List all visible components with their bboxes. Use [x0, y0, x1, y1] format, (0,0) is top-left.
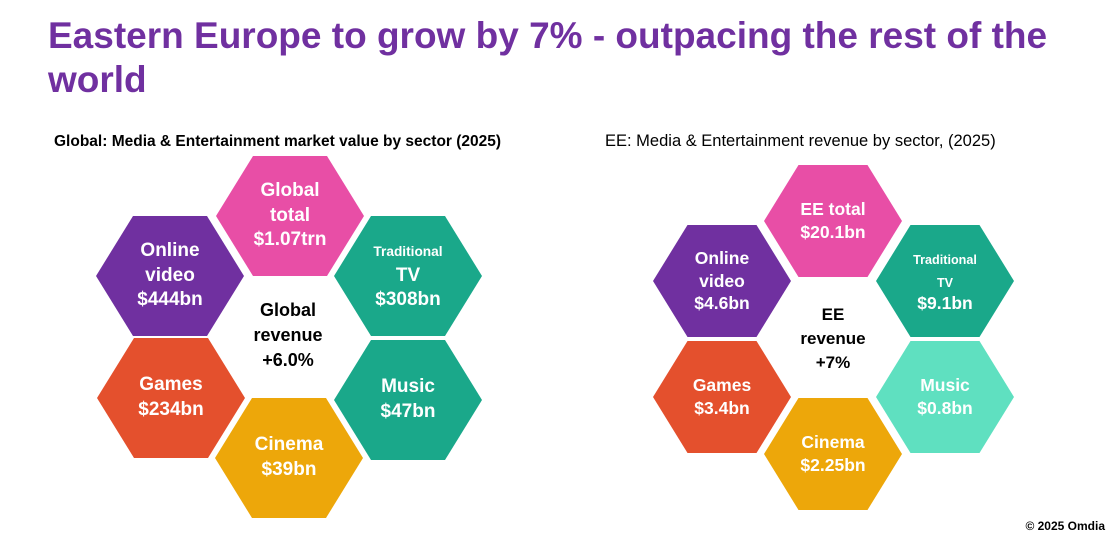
global-online-video-hex: Online video $444bn: [96, 216, 244, 336]
global-traditional-tv-label-2: TV: [395, 264, 421, 286]
ee-traditional-tv-value: $9.1bn: [917, 293, 973, 314]
global-games-label: Games: [139, 374, 203, 396]
ee-music-value: $0.8bn: [917, 398, 973, 418]
global-center-line-1: Global: [259, 300, 316, 320]
ee-traditional-tv-hex: Traditional TV $9.1bn: [876, 225, 1014, 337]
global-music-label: Music: [381, 376, 435, 398]
global-total-value: $1.07trn: [253, 229, 327, 251]
global-online-video-value: $444bn: [137, 289, 203, 311]
global-center-line-3: +6.0%: [262, 350, 314, 371]
ee-cinema-label: Cinema: [801, 432, 865, 453]
ee-center-text: EE revenue +7%: [778, 303, 888, 374]
ee-subtitle: EE: Media & Entertainment revenue by sec…: [605, 132, 996, 150]
ee-total-hex: EE total $20.1bn: [764, 165, 902, 277]
ee-center-line-2: revenue: [800, 328, 866, 348]
global-games-value: $234bn: [138, 399, 204, 420]
ee-online-video-hex: Online video $4.6bn: [653, 225, 791, 337]
ee-online-video-label-1: Online: [694, 247, 750, 268]
ee-traditional-tv-label-1: Traditional: [913, 252, 977, 267]
global-cinema-hex: Cinema $39bn: [215, 398, 363, 518]
global-music-value: $47bn: [380, 401, 436, 422]
global-total-hex: Global total $1.07trn: [216, 156, 364, 276]
ee-cinema-hex: Cinema $2.25bn: [764, 398, 902, 510]
global-total-label-1: Global: [260, 179, 320, 201]
global-traditional-tv-label-1: Traditional: [373, 243, 443, 259]
global-online-video-label-2: video: [145, 264, 195, 286]
global-music-hex: Music $47bn: [334, 340, 482, 460]
ee-cinema-value: $2.25bn: [800, 455, 866, 475]
ee-games-hex: Games $3.4bn: [653, 341, 791, 453]
global-total-label-2: total: [269, 204, 311, 226]
ee-total-value: $20.1bn: [800, 222, 866, 242]
global-online-video-label-1: Online: [140, 239, 200, 261]
global-traditional-tv-value: $308bn: [375, 289, 441, 311]
ee-games-label: Games: [692, 375, 752, 396]
global-cinema-value: $39bn: [261, 459, 317, 480]
ee-online-video-label-2: video: [699, 270, 745, 291]
ee-traditional-tv-label-2: TV: [936, 275, 954, 290]
ee-total-label: EE total: [800, 199, 866, 220]
ee-center-line-3: +7%: [815, 352, 851, 372]
global-center-text: Global revenue +6.0%: [228, 298, 348, 374]
ee-music-label: Music: [920, 375, 970, 396]
page-title: Eastern Europe to grow by 7% - outpacing…: [48, 15, 1048, 100]
global-subtitle: Global: Media & Entertainment market val…: [54, 133, 502, 150]
ee-online-video-value: $4.6bn: [694, 293, 750, 314]
ee-games-value: $3.4bn: [694, 398, 750, 418]
global-traditional-tv-hex: Traditional TV $308bn: [334, 216, 482, 336]
global-games-hex: Games $234bn: [97, 338, 245, 458]
copyright-notice: © 2025 Omdia: [1025, 519, 1105, 533]
ee-music-hex: Music $0.8bn: [876, 341, 1014, 453]
global-cinema-label: Cinema: [254, 434, 324, 456]
global-center-line-2: revenue: [253, 325, 323, 346]
ee-center-line-1: EE: [821, 305, 845, 324]
